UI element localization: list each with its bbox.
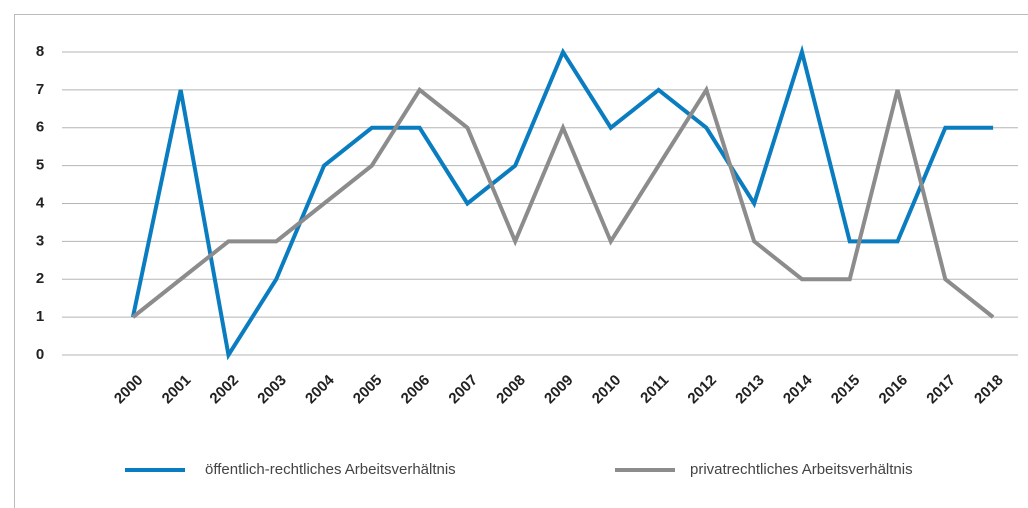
y-tick-label: 1 xyxy=(36,308,44,325)
x-tick-label: 2016 xyxy=(876,372,912,408)
x-tick-label: 2006 xyxy=(398,372,434,408)
x-tick-label: 2015 xyxy=(828,372,864,408)
y-tick-label: 7 xyxy=(36,81,44,98)
x-tick-label: 2010 xyxy=(589,372,625,408)
y-tick-label: 4 xyxy=(36,194,45,211)
x-tick-label: 2018 xyxy=(971,372,1007,408)
x-tick-label: 2011 xyxy=(637,372,672,407)
x-tick-label: 2008 xyxy=(493,372,529,408)
x-tick-label: 2009 xyxy=(541,372,577,408)
line-series xyxy=(130,44,994,361)
y-tick-label: 0 xyxy=(36,346,44,363)
y-tick-label: 8 xyxy=(36,43,44,60)
y-tick-label: 2 xyxy=(36,270,44,287)
x-tick-label: 2000 xyxy=(111,372,147,408)
y-tick-label: 3 xyxy=(36,232,44,249)
x-tick-label: 2014 xyxy=(780,371,816,407)
x-tick-label: 2002 xyxy=(206,372,242,408)
line-series xyxy=(131,85,995,319)
x-tick-label: 2005 xyxy=(350,372,386,408)
y-tick-label: 5 xyxy=(36,157,44,174)
chart-border xyxy=(14,14,1028,508)
x-tick-label: 2004 xyxy=(302,371,338,407)
x-tick-label: 2003 xyxy=(254,372,290,408)
legend-label: öffentlich-rechtliches Arbeitsverhältnis xyxy=(205,461,456,478)
x-tick-label: 2013 xyxy=(732,372,768,408)
y-tick-label: 6 xyxy=(36,119,44,136)
x-tick-label: 2001 xyxy=(159,372,195,408)
x-tick-label: 2012 xyxy=(684,372,720,408)
x-tick-label: 2017 xyxy=(923,372,959,408)
x-tick-label: 2007 xyxy=(445,372,481,408)
legend-label: privatrechtliches Arbeitsverhältnis xyxy=(690,461,913,478)
